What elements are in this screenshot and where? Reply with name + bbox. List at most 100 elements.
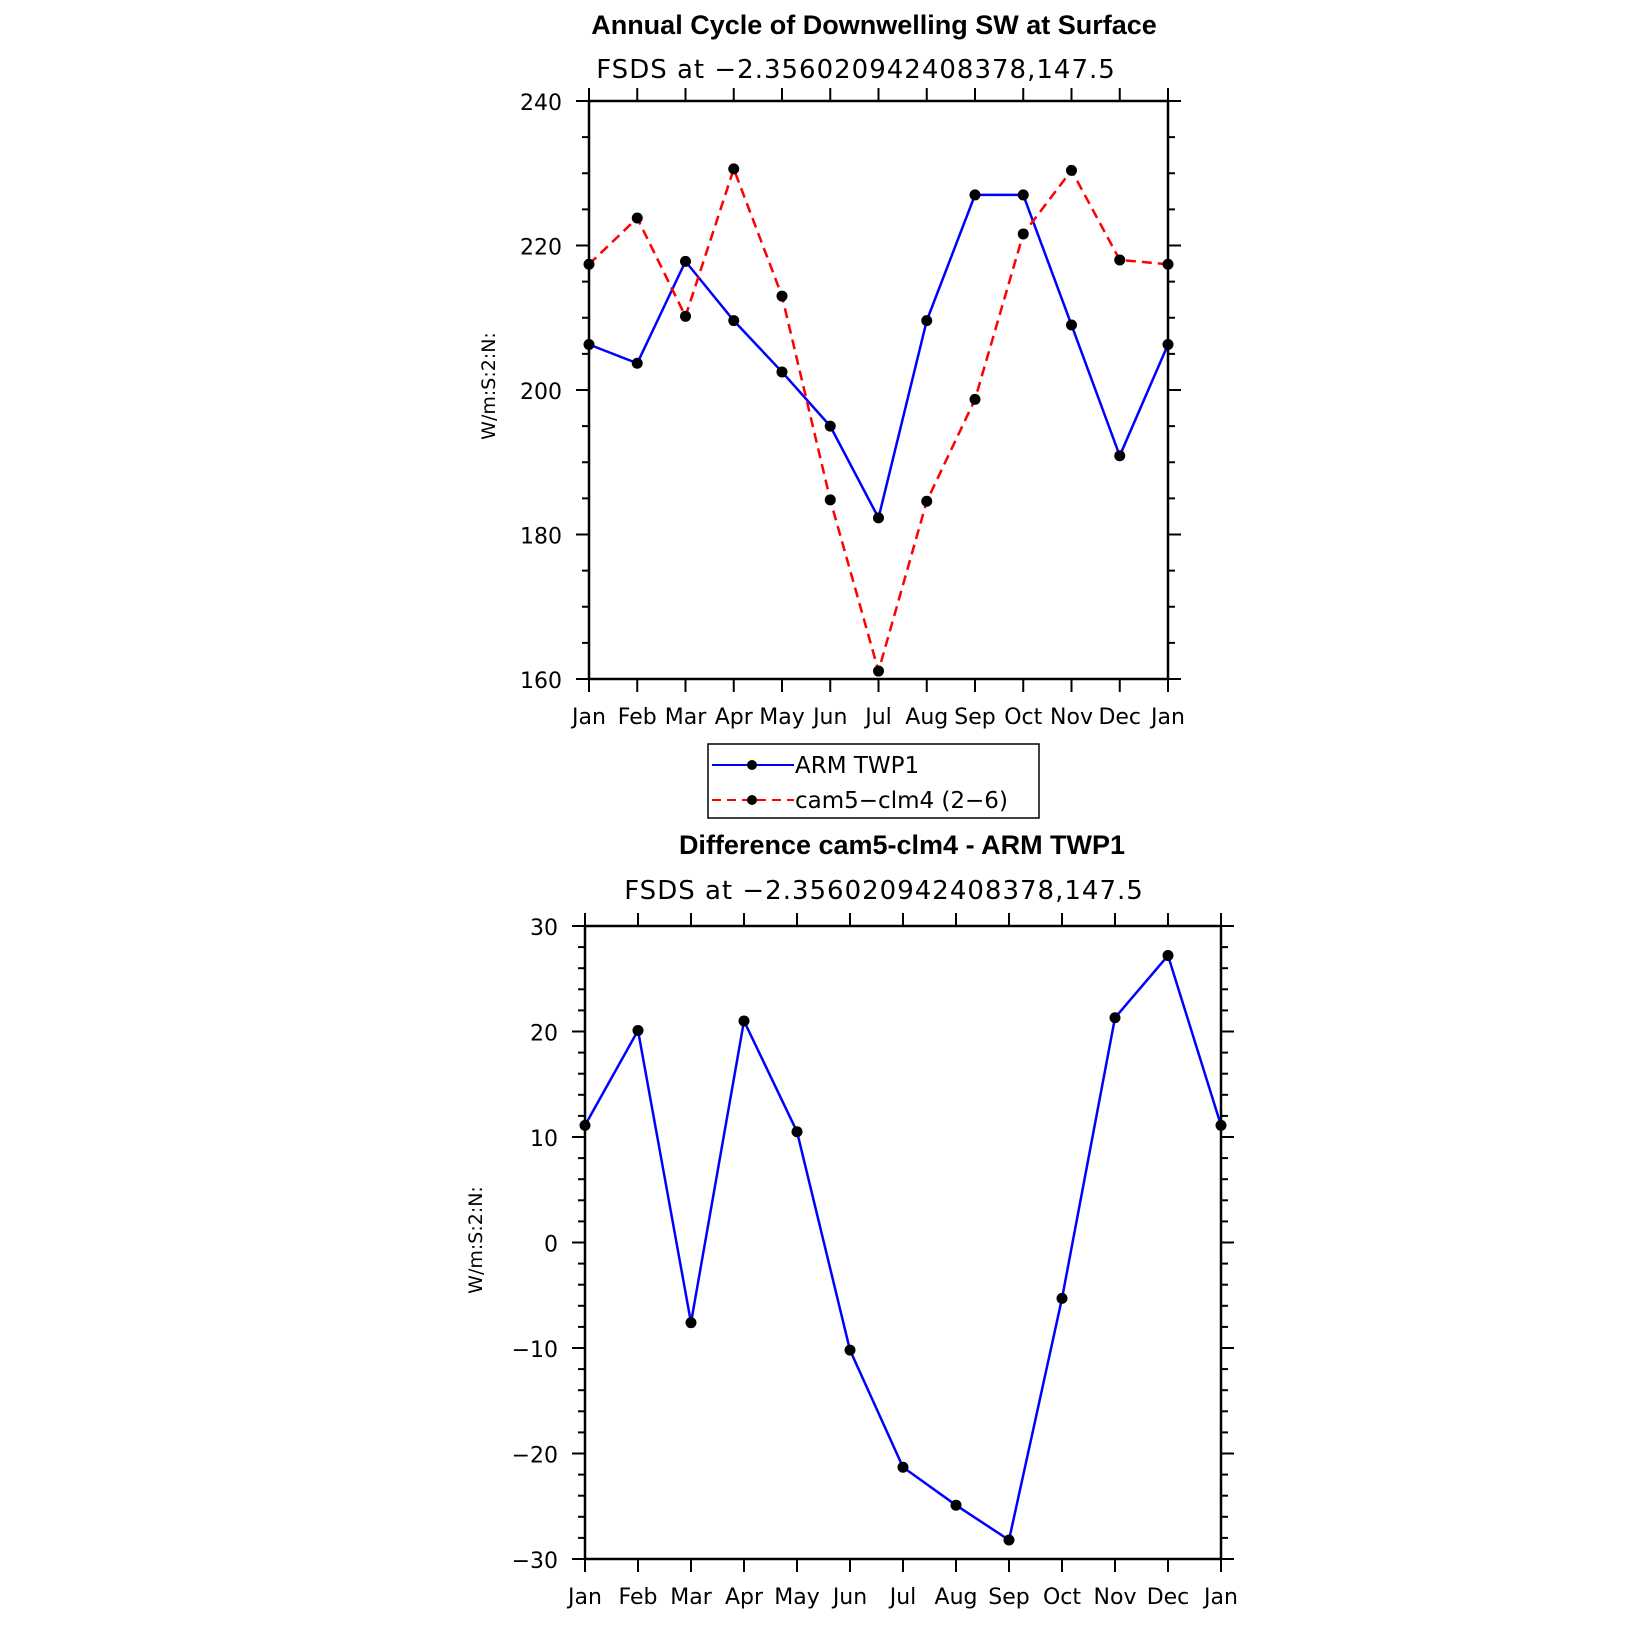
x-tick-label: Oct <box>1043 1585 1081 1610</box>
y-tick-label: −30 <box>512 1549 558 1574</box>
data-point <box>1114 254 1126 266</box>
x-tick-label: Sep <box>988 1585 1029 1610</box>
x-tick-label: Apr <box>725 1585 764 1610</box>
data-point <box>1114 450 1126 462</box>
legend-label-arm: ARM TWP1 <box>795 753 919 779</box>
data-point <box>791 1126 803 1138</box>
y-tick-label: 0 <box>544 1233 558 1258</box>
x-tick-label: Nov <box>1050 705 1093 730</box>
series-line-0 <box>583 953 1223 1543</box>
x-tick-label: Dec <box>1098 705 1141 730</box>
top-chart-subtitle: FSDS at −2.356020942408378,147.5 <box>596 55 1116 85</box>
data-point <box>583 258 595 270</box>
x-tick-label: Feb <box>618 705 657 730</box>
x-tick-label: Feb <box>619 1585 658 1610</box>
data-point <box>583 338 595 350</box>
data-point <box>579 1119 591 1131</box>
top-chart: Annual Cycle of Downwelling SW at Surfac… <box>478 10 1185 819</box>
x-tick-label: Apr <box>715 705 754 730</box>
legend-marker-cam5 <box>747 795 757 805</box>
data-point <box>685 1317 697 1329</box>
x-tick-label: Jul <box>888 1585 917 1610</box>
x-tick-label: Jul <box>863 705 892 730</box>
data-point <box>728 163 740 175</box>
y-tick-label: −20 <box>512 1444 558 1469</box>
data-point <box>921 495 933 507</box>
x-tick-label: Jan <box>570 705 606 730</box>
x-tick-label: Nov <box>1094 1585 1137 1610</box>
y-tick-label: 30 <box>530 916 558 941</box>
data-point <box>632 1024 644 1036</box>
x-tick-label: Jun <box>831 1585 867 1610</box>
data-point <box>1215 1119 1227 1131</box>
data-point <box>950 1499 962 1511</box>
x-tick-label: Jan <box>1202 1585 1238 1610</box>
y-tick-label: 160 <box>520 669 562 694</box>
data-point <box>921 315 933 327</box>
data-point <box>776 290 788 302</box>
x-tick-label: Aug <box>935 1585 978 1610</box>
data-point <box>1066 164 1077 176</box>
data-point <box>738 1015 750 1027</box>
y-tick-label: −10 <box>512 1338 558 1363</box>
data-point <box>1017 189 1029 201</box>
y-tick-label: 240 <box>520 91 562 116</box>
x-tick-label: Jan <box>1149 705 1185 730</box>
data-point <box>969 393 981 405</box>
legend-marker-arm <box>747 760 757 770</box>
data-point <box>824 494 836 506</box>
x-tick-label: Aug <box>905 705 948 730</box>
data-point <box>680 255 691 267</box>
top-chart-xtick-labels: Jan Feb Mar Apr May Jun Jul Aug Sep Oct Nov Dec Jan <box>570 705 1185 730</box>
top-chart-ylabel: W/m:S:2:N: <box>478 332 500 440</box>
y-tick-label: 180 <box>520 525 562 550</box>
data-point <box>873 512 884 524</box>
bottom-chart-subtitle: FSDS at −2.356020942408378,147.5 <box>624 876 1144 906</box>
bottom-chart: Difference cam5-clm4 - ARM TWP1 FSDS at … <box>465 830 1238 1610</box>
top-chart-axes <box>576 88 1181 692</box>
y-tick-label: 10 <box>530 1127 558 1152</box>
bottom-chart-xtick-labels: Jan Feb Mar Apr May Jun Jul Aug Sep Oct Nov Dec Jan <box>566 1585 1238 1610</box>
data-point <box>1162 338 1174 350</box>
data-point <box>824 420 836 432</box>
data-point <box>1003 1534 1015 1546</box>
data-point <box>680 310 691 322</box>
x-tick-label: Oct <box>1004 705 1042 730</box>
data-point <box>1017 228 1029 240</box>
x-tick-label: Jun <box>811 705 847 730</box>
top-chart-title: Annual Cycle of Downwelling SW at Surfac… <box>591 10 1157 40</box>
y-tick-label: 200 <box>520 380 562 405</box>
bottom-chart-axes <box>572 913 1234 1572</box>
x-tick-label: Sep <box>954 705 995 730</box>
data-point <box>776 366 788 378</box>
data-point <box>1056 1292 1068 1304</box>
legend-label-cam5: cam5−clm4 (2−6) <box>795 788 1008 814</box>
x-tick-label: Dec <box>1147 1585 1190 1610</box>
x-tick-label: Jan <box>566 1585 602 1610</box>
y-tick-label: 220 <box>520 236 562 261</box>
data-point <box>631 212 643 224</box>
legend: ARM TWP1 cam5−clm4 (2−6) <box>707 743 1040 819</box>
data-point <box>969 189 981 201</box>
top-chart-series <box>583 163 1174 677</box>
bottom-chart-ylabel: W/m:S:2:N: <box>465 1186 487 1294</box>
data-point <box>631 357 643 369</box>
x-tick-label: Mar <box>665 705 707 730</box>
data-point <box>1162 950 1174 962</box>
bottom-chart-title: Difference cam5-clm4 - ARM TWP1 <box>679 830 1125 860</box>
x-tick-label: Mar <box>670 1585 712 1610</box>
bottom-chart-series <box>579 950 1227 1546</box>
data-point <box>897 1461 909 1473</box>
bottom-chart-ytick-labels: −30 −20 −10 0 10 20 30 <box>512 916 558 1574</box>
series-line-0 <box>588 193 1170 522</box>
x-tick-label: May <box>774 1585 819 1610</box>
data-point <box>844 1344 856 1356</box>
data-point <box>1109 1012 1121 1024</box>
top-chart-ytick-labels: 160 180 200 220 240 <box>520 91 562 694</box>
data-point <box>728 315 740 327</box>
y-tick-label: 20 <box>530 1022 558 1047</box>
series-line-1 <box>588 165 1169 676</box>
data-point <box>1066 319 1077 331</box>
